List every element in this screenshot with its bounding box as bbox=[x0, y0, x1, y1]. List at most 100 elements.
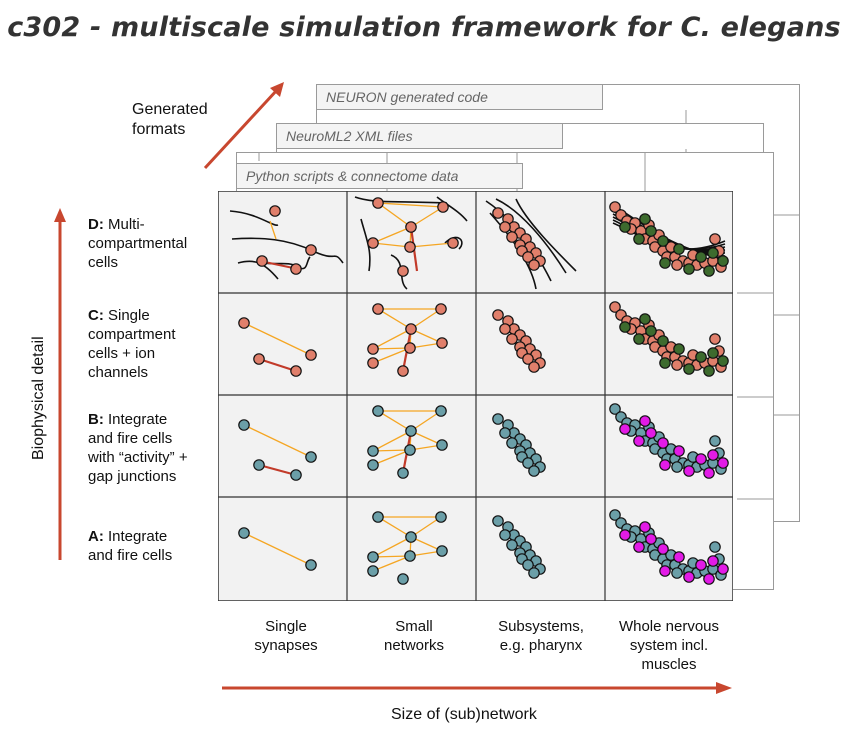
cell-soma bbox=[367, 357, 379, 369]
neurite-path bbox=[229, 210, 279, 226]
cell-soma bbox=[238, 527, 250, 539]
cell-soma bbox=[305, 244, 317, 256]
synapse-line bbox=[243, 532, 312, 566]
muscle-cell bbox=[707, 555, 719, 567]
synapse-line bbox=[243, 424, 312, 458]
muscle-cell bbox=[703, 573, 715, 585]
row-label-b: B: Integrate and fire cells with “activi… bbox=[88, 411, 188, 485]
muscle-cell bbox=[683, 571, 695, 583]
muscle-cell bbox=[717, 355, 729, 367]
muscle-cell bbox=[645, 225, 657, 237]
synapse-line bbox=[372, 328, 412, 350]
muscle-cell bbox=[659, 357, 671, 369]
cell-soma bbox=[269, 205, 281, 217]
cell-soma bbox=[435, 303, 447, 315]
cell-soma bbox=[506, 333, 518, 345]
neuron-soma bbox=[609, 301, 621, 313]
x-axis-label: Size of (sub)network bbox=[391, 706, 537, 723]
cell-soma bbox=[522, 559, 534, 571]
muscle-cell bbox=[717, 255, 729, 267]
muscle-cell bbox=[695, 251, 707, 263]
muscle-cell bbox=[695, 453, 707, 465]
muscle-cell bbox=[619, 529, 631, 541]
synapse-line bbox=[372, 347, 411, 350]
neuron-soma bbox=[671, 359, 683, 371]
synapse-line bbox=[372, 555, 411, 572]
cell-soma bbox=[506, 437, 518, 449]
synapse-line bbox=[258, 357, 297, 373]
row-label-d: D: Multi- compartmental cells bbox=[88, 216, 188, 271]
cell-soma bbox=[367, 343, 379, 355]
cell-soma bbox=[397, 573, 409, 585]
cell-soma bbox=[290, 365, 302, 377]
cell-soma bbox=[492, 413, 504, 425]
page-title: c302 - multiscale simulation framework f… bbox=[7, 12, 841, 43]
synapse-line bbox=[377, 410, 412, 432]
muscle-cell bbox=[633, 435, 645, 447]
muscle-cell bbox=[639, 213, 651, 225]
muscle-cell bbox=[703, 365, 715, 377]
detail-size-grid bbox=[217, 190, 734, 602]
muscle-cell bbox=[639, 521, 651, 533]
cell-soma bbox=[372, 303, 384, 315]
cell-soma bbox=[528, 567, 540, 579]
tab-neuroml2-files[interactable]: NeuroML2 XML files bbox=[276, 123, 563, 149]
muscle-cell bbox=[619, 321, 631, 333]
column-label-subsystems: Subsystems, e.g. pharynx bbox=[498, 618, 584, 654]
muscle-cell bbox=[673, 243, 685, 255]
cell-soma bbox=[404, 550, 416, 562]
tab-python-scripts[interactable]: Python scripts & connectome data bbox=[236, 163, 523, 189]
cell-soma bbox=[436, 439, 448, 451]
muscle-cell bbox=[633, 233, 645, 245]
muscle-cell bbox=[707, 347, 719, 359]
synapse-line bbox=[377, 308, 412, 330]
synapse-line bbox=[410, 308, 442, 330]
cell-soma bbox=[290, 469, 302, 481]
cell-soma bbox=[305, 559, 317, 571]
neurite-path bbox=[515, 198, 577, 272]
muscle-cell bbox=[707, 247, 719, 259]
muscle-cell bbox=[683, 465, 695, 477]
muscle-cell bbox=[703, 265, 715, 277]
muscle-cell bbox=[695, 351, 707, 363]
cell-soma bbox=[499, 221, 511, 233]
row-label-c: C: Single compartment cells + ion channe… bbox=[88, 307, 176, 381]
cell-soma bbox=[447, 237, 459, 249]
generated-formats-label: Generated formats bbox=[132, 101, 208, 138]
muscle-cell bbox=[659, 459, 671, 471]
synapse-line bbox=[269, 220, 277, 240]
cell-soma bbox=[305, 451, 317, 463]
tab-neuron-code[interactable]: NEURON generated code bbox=[316, 84, 603, 110]
cell-soma bbox=[436, 545, 448, 557]
cell-soma bbox=[506, 539, 518, 551]
cell-soma bbox=[435, 405, 447, 417]
cell-soma bbox=[372, 197, 384, 209]
cell-soma bbox=[405, 221, 417, 233]
muscle-cell bbox=[639, 415, 651, 427]
muscle-cell bbox=[703, 467, 715, 479]
cell-soma bbox=[397, 265, 409, 277]
muscle-cell bbox=[673, 445, 685, 457]
neuron-soma bbox=[609, 509, 621, 521]
cell-soma bbox=[367, 237, 379, 249]
cell-soma bbox=[528, 361, 540, 373]
cell-soma bbox=[436, 337, 448, 349]
synapse-line bbox=[377, 202, 412, 228]
neuron-soma bbox=[671, 259, 683, 271]
cell-soma bbox=[522, 353, 534, 365]
muscle-cell bbox=[683, 363, 695, 375]
cell-soma bbox=[499, 323, 511, 335]
synapse-line bbox=[410, 516, 442, 538]
muscle-cell bbox=[657, 335, 669, 347]
synapse-line bbox=[410, 206, 444, 228]
column-label-single-synapses: Single synapses bbox=[254, 618, 318, 654]
neuron-soma bbox=[709, 233, 721, 245]
muscle-cell bbox=[673, 343, 685, 355]
cell-soma bbox=[404, 241, 416, 253]
synapse-line bbox=[372, 226, 412, 244]
neurite-path bbox=[495, 198, 567, 274]
cell-soma bbox=[405, 531, 417, 543]
cell-soma bbox=[253, 459, 265, 471]
cell-soma bbox=[253, 353, 265, 365]
